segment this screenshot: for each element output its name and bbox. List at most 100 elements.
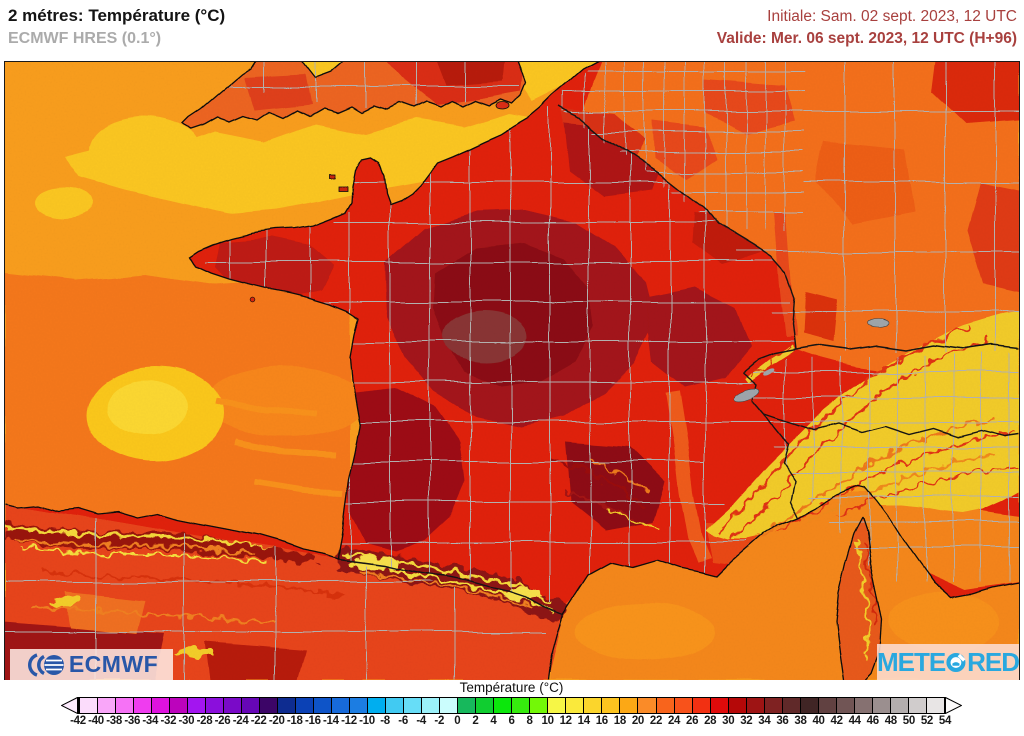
terrain-grain-overlay — [5, 62, 1019, 680]
legend: Température (°C) -42 -40 -38 -36 -34 -32 -30 -2… — [0, 680, 1024, 736]
legend-cell — [205, 698, 224, 713]
legend-tick: -16 — [304, 715, 321, 727]
legend-tick: -28 — [196, 715, 213, 727]
legend-left-arrow — [61, 697, 78, 714]
legend-tick: -34 — [142, 715, 159, 727]
legend-tick: 10 — [541, 715, 555, 727]
legend-cell — [925, 698, 944, 713]
legend-tick: 36 — [776, 715, 789, 727]
legend-tick: 46 — [866, 715, 880, 727]
legend-tick: 8 — [526, 715, 533, 727]
legend-cell — [835, 698, 854, 713]
legend-cell — [385, 698, 404, 713]
model-subtitle: ECMWF HRES (0.1°) — [8, 30, 162, 47]
legend-cell — [493, 698, 512, 713]
legend-right-arrow — [945, 697, 962, 714]
run-valid-datetime: Valide: Mer. 06 sept. 2023, 12 UTC (H+96… — [716, 30, 1017, 47]
legend-cell — [565, 698, 584, 713]
legend-tick: 48 — [884, 715, 898, 727]
legend-cell — [403, 698, 422, 713]
header: 2 métres: Température (°C) ECMWF HRES (0… — [0, 0, 1024, 61]
legend-tick: 40 — [812, 715, 825, 727]
legend-cell — [259, 698, 278, 713]
legend-tick: 20 — [631, 715, 645, 727]
legend-tick: -24 — [232, 715, 249, 727]
legend-cell — [115, 698, 134, 713]
legend-cell — [655, 698, 674, 713]
ecmwf-logo-icon — [27, 652, 64, 677]
legend-tick: 16 — [595, 715, 609, 727]
legend-cell — [439, 698, 458, 713]
legend-cell — [367, 698, 386, 713]
legend-tick: 42 — [830, 715, 844, 727]
legend-tick: 18 — [613, 715, 627, 727]
legend-cell — [79, 698, 98, 713]
legend-cell — [187, 698, 206, 713]
legend-cell — [313, 698, 332, 713]
legend-tick: -42 — [70, 715, 86, 727]
legend-tick: 0 — [454, 715, 461, 727]
legend-cell — [889, 698, 908, 713]
map-frame: ECMWF METE RED — [4, 61, 1020, 681]
legend-tick: -20 — [268, 715, 285, 727]
legend-cell — [169, 698, 188, 713]
legend-cell — [151, 698, 170, 713]
legend-tick: 24 — [667, 715, 681, 727]
legend-cell — [295, 698, 314, 713]
legend-tick: 30 — [722, 715, 735, 727]
legend-tick: -14 — [323, 715, 339, 727]
legend-bar — [78, 697, 945, 714]
legend-cell — [691, 698, 710, 713]
legend-tick: 14 — [577, 715, 591, 727]
legend-tick: 44 — [848, 715, 862, 727]
legend-tick: 38 — [794, 715, 807, 727]
legend-tick: 54 — [938, 715, 952, 727]
legend-cell — [583, 698, 602, 713]
legend-tick: -30 — [178, 715, 195, 727]
legend-cell — [727, 698, 746, 713]
legend-cell — [745, 698, 764, 713]
legend-tick: 12 — [559, 715, 573, 727]
legend-cell — [781, 698, 800, 713]
legend-cell — [817, 698, 836, 713]
legend-tick: 22 — [649, 715, 663, 727]
legend-cell — [907, 698, 926, 713]
legend-cell — [349, 698, 368, 713]
legend-cell — [97, 698, 116, 713]
legend-cell — [133, 698, 152, 713]
legend-cell — [277, 698, 296, 713]
legend-tick: 50 — [902, 715, 916, 727]
legend-cell — [223, 698, 242, 713]
page-title: 2 métres: Température (°C) — [8, 6, 226, 25]
legend-tick: -38 — [106, 715, 122, 727]
legend-cell — [241, 698, 260, 713]
run-initial-datetime: Initiale: Sam. 02 sept. 2023, 12 UTC — [767, 8, 1017, 25]
legend-tick: 28 — [704, 715, 717, 727]
legend-tick: -40 — [88, 715, 104, 727]
legend-tick: -8 — [380, 715, 390, 727]
legend-tick: 4 — [490, 715, 497, 727]
meteored-logo-o-icon — [946, 652, 966, 672]
meteored-logo-text-left: METE — [877, 647, 946, 677]
legend-tick: -6 — [398, 715, 408, 727]
legend-cell — [331, 698, 350, 713]
legend-tick: -22 — [250, 715, 267, 727]
ecmwf-logo-text: ECMWF — [68, 651, 159, 677]
meteored-logo: METE RED — [877, 644, 1019, 680]
legend-tick: -4 — [416, 715, 427, 727]
legend-cell — [475, 698, 494, 713]
legend-cell — [511, 698, 530, 713]
legend-title: Température (°C) — [459, 680, 564, 695]
legend-cell — [853, 698, 872, 713]
legend-tick: 52 — [920, 715, 934, 727]
legend-tick: -10 — [359, 715, 375, 727]
legend-cell — [619, 698, 638, 713]
legend-tick: -32 — [160, 715, 177, 727]
legend-cell — [421, 698, 440, 713]
ecmwf-logo: ECMWF — [10, 649, 173, 680]
legend-tick: -2 — [434, 715, 445, 727]
legend-tick: 6 — [508, 715, 515, 727]
legend-cell — [709, 698, 728, 713]
map-svg — [5, 62, 1019, 680]
